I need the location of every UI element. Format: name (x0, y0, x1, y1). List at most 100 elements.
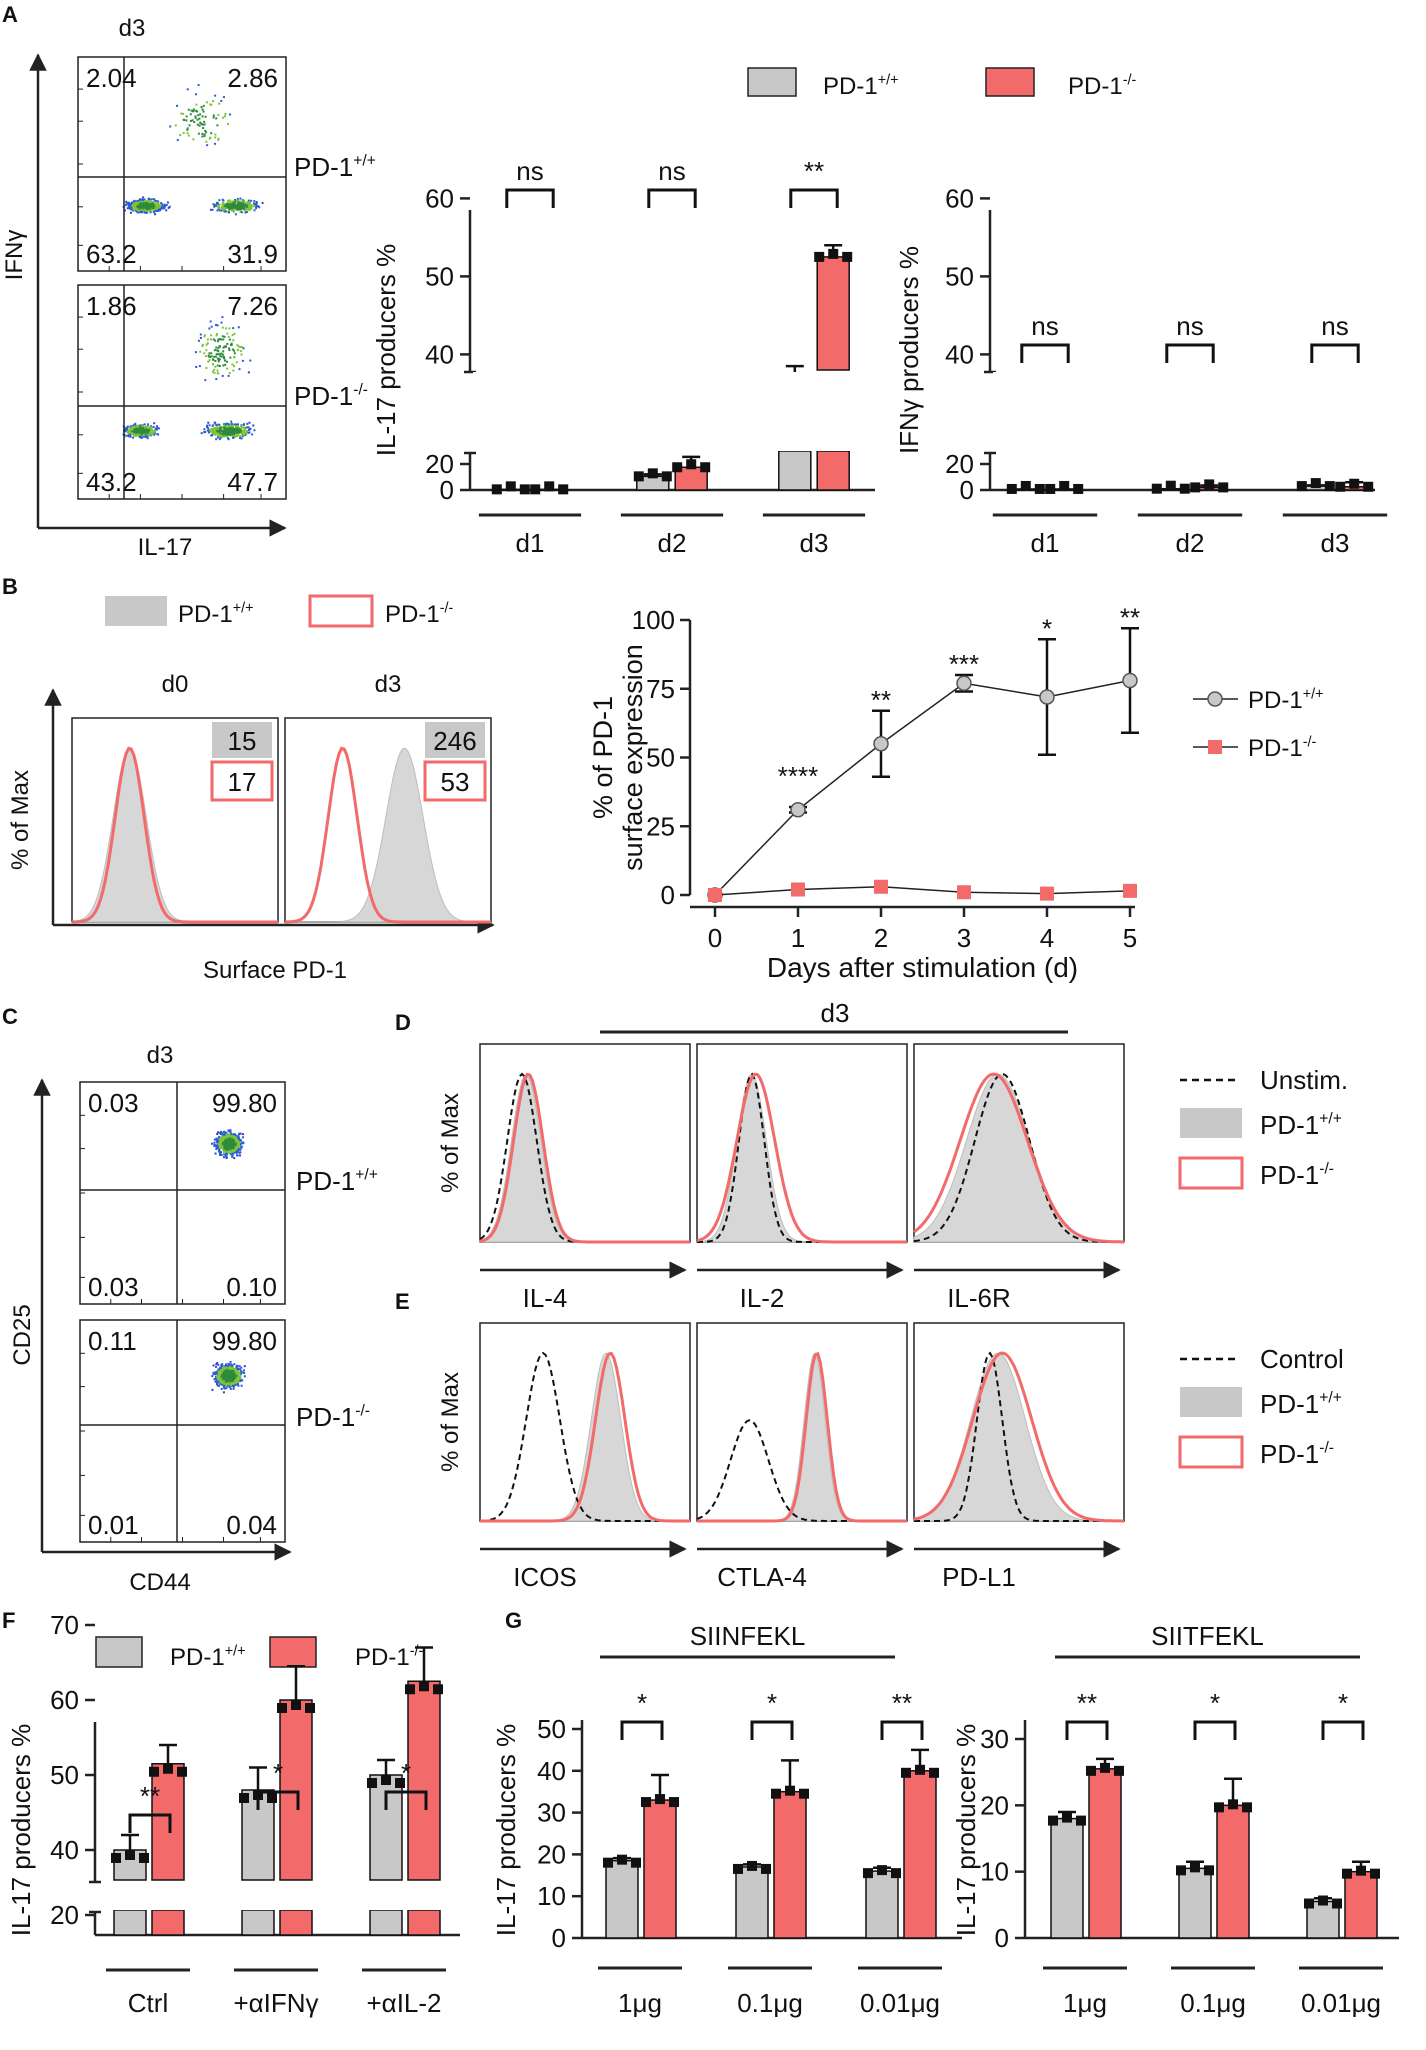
A-flow-ko-event (129, 435, 132, 438)
C-flow-ko-q4: 0.04 (226, 1510, 277, 1540)
A-flow-ko-event (140, 427, 143, 430)
A-il17-dot (814, 251, 825, 262)
C-flow-wt-event (219, 1131, 222, 1134)
A-flow-ko-event (211, 429, 214, 432)
G-siin-bar (865, 1870, 899, 1939)
A-flow-wt-event (229, 201, 232, 204)
C-flow-ko-event (243, 1365, 246, 1368)
A-flow-wt-event (228, 207, 231, 210)
C-flow-ko-event (224, 1378, 227, 1381)
A-flow-wt-event (198, 124, 201, 127)
A-flow-ko-event (231, 348, 234, 351)
G-siit-sig-label: * (1338, 1688, 1348, 1718)
A-flow-wt-event (212, 114, 215, 117)
A-flow-wt-event (214, 94, 217, 97)
A-flow-ko-event (217, 358, 220, 361)
A-flow-wt-event (200, 106, 203, 109)
A-flow-ko-event (210, 325, 213, 328)
A-flow-wt-event (221, 203, 224, 206)
A-flow-wt-event (223, 207, 226, 210)
A-flow-ko-event (131, 432, 134, 435)
A-flow-ko-event (211, 370, 214, 373)
A-flow-wt-event (127, 204, 130, 207)
A-flow-wt-event (246, 201, 249, 204)
A-ifng-ytick-label: 50 (945, 261, 974, 291)
F-dot (395, 1778, 405, 1788)
C-flow-ko-event (232, 1369, 235, 1372)
A-flow-wt-event (253, 204, 256, 207)
C-flow-ko-event (223, 1377, 226, 1380)
A-flow-wt-event (141, 203, 144, 206)
A-il17-sig-bracket (647, 188, 697, 208)
G-siit-bar (1050, 1817, 1084, 1939)
A-flow-wt-event (139, 199, 142, 202)
A-flow-ko-event (251, 433, 254, 436)
E-legend-wt-label: PD-1+/+ (1260, 1389, 1342, 1419)
A-flow-wt-event (141, 211, 144, 214)
E-hist-2-un (914, 1351, 1124, 1522)
C-flow-wt-event (223, 1137, 226, 1140)
A-flow-wt-event (203, 123, 206, 126)
A-flow-wt-event (238, 205, 241, 208)
A-flow-ko-event (242, 423, 245, 426)
D-hist-marker: IL-2 (740, 1283, 785, 1313)
A-flow-wt-event (198, 117, 201, 120)
A-flow-wt-event (209, 103, 212, 106)
C-flow-ko-event (230, 1374, 233, 1377)
G-siit-dot (1062, 1812, 1072, 1823)
A-flow-wt-event (195, 103, 198, 106)
A-flow-wt-event (227, 205, 230, 208)
A-flow-ko-event (211, 432, 214, 435)
A-flow-ko-event (206, 424, 209, 427)
F-bar (113, 1909, 147, 1936)
A-flow-wt-event (159, 209, 162, 212)
C-flow-ko-event (241, 1379, 244, 1382)
C-flow-ko-event (217, 1363, 220, 1366)
G-siit-dot (1242, 1802, 1252, 1813)
C-flow-wt-event (213, 1141, 216, 1144)
A-flow-wt-event (131, 203, 134, 206)
F-cat-label: +αIL-2 (366, 1988, 441, 2018)
A-flow-ko-event (241, 429, 244, 432)
A-flow-ko-event (228, 349, 231, 352)
A-flow-wt-event (220, 206, 223, 209)
C-flow-wt-event (225, 1131, 228, 1134)
A-flow-wt-event (202, 104, 205, 107)
C-flow-ko-event (216, 1361, 219, 1364)
A-flow-wt-event (192, 109, 195, 112)
A-flow-ko-event (212, 429, 215, 432)
A-ifng-break-band (993, 372, 1378, 451)
C-flow-ko-frame (79, 1319, 286, 1543)
C-flow-ko-event (234, 1378, 237, 1381)
D-legend-wt-label: PD-1+/+ (1260, 1110, 1342, 1140)
A-flow-ko-event (143, 423, 146, 426)
C-flow-ko-event (237, 1371, 240, 1374)
A-flow-ko-event (240, 424, 243, 427)
A-ifng-sig-bracket (1310, 343, 1360, 363)
A-flow-ko-event (152, 425, 155, 428)
A-flow-ko-event (134, 428, 137, 431)
A-flow-wt-event (215, 204, 218, 207)
C-flow-wt-event (232, 1150, 235, 1153)
F-cat-label: Ctrl (128, 1988, 168, 2018)
F-sig-label: * (401, 1758, 411, 1788)
A-il17-dot (686, 459, 697, 470)
A-flow-wt-event (146, 208, 149, 211)
A-flow-wt-event (250, 204, 253, 207)
A-flow-wt-event (239, 197, 242, 200)
A-flow-ko-event (222, 338, 225, 341)
A-il17-dot (700, 462, 711, 473)
A-flow-wt-event (132, 207, 135, 210)
B-legend-wt-box (105, 596, 167, 626)
C-flow-wt-event (237, 1135, 240, 1138)
G-siit-dot (1304, 1898, 1314, 1909)
C-flow-wt-event (240, 1147, 243, 1150)
C-flow-wt-event (228, 1144, 231, 1147)
A-ifng-dot (1151, 483, 1162, 494)
C-flow-ko-event (222, 1381, 225, 1384)
A-flow-wt-event (183, 118, 186, 121)
A-flow-ko-event (217, 360, 220, 363)
D-hist-2-ko (913, 1072, 1124, 1244)
A-flow-wt-event (252, 205, 255, 208)
B-line-point-ko (1040, 886, 1054, 901)
